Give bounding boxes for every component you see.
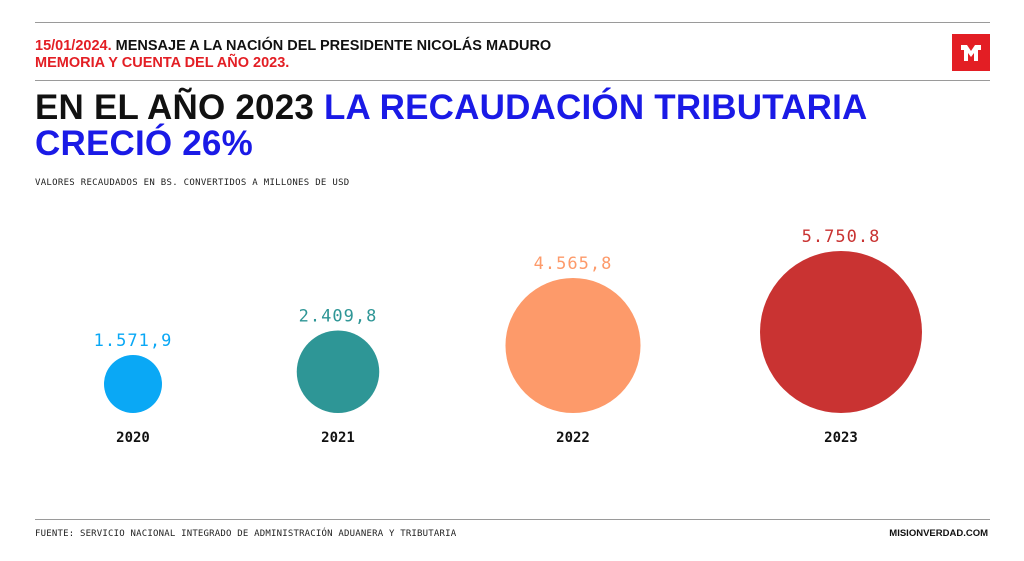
site-name: MISIONVERDAD.COM: [889, 528, 988, 539]
mision-verdad-logo-icon: [952, 34, 990, 71]
value-label-2023: 5.750.8: [802, 227, 881, 247]
chart-subtitle: VALORES RECAUDADOS EN BS. CONVERTIDOS A …: [35, 178, 350, 188]
bubble-2023: [760, 251, 922, 413]
category-label-2022: 2022: [556, 430, 590, 446]
top-rule: [35, 22, 990, 23]
value-label-2021: 2.409,8: [299, 307, 378, 327]
value-label-2020: 1.571,9: [94, 331, 173, 351]
header-line-1: 15/01/2024. MENSAJE A LA NACIÓN DEL PRES…: [35, 38, 551, 54]
header-date: 15/01/2024.: [35, 38, 112, 54]
page-title: EN EL AÑO 2023 LA RECAUDACIÓN TRIBUTARIA…: [35, 90, 985, 162]
source-note: FUENTE: SERVICIO NACIONAL INTEGRADO DE A…: [35, 529, 457, 539]
category-label-2020: 2020: [116, 430, 150, 446]
header-line-2: MEMORIA Y CUENTA DEL AÑO 2023.: [35, 55, 290, 71]
bubble-2020: [104, 355, 162, 413]
category-label-2023: 2023: [824, 430, 858, 446]
bubble-2022: [505, 277, 641, 413]
title-black-part: EN EL AÑO 2023: [35, 88, 324, 127]
header-divider: [35, 80, 990, 81]
value-label-2022: 4.565,8: [534, 254, 613, 274]
bubble-2021: [296, 330, 380, 413]
category-label-2021: 2021: [321, 430, 355, 446]
footer-divider: [35, 519, 990, 520]
header-message: MENSAJE A LA NACIÓN DEL PRESIDENTE NICOL…: [111, 38, 552, 54]
title-blue-part: LA RECAUDACIÓN TRIBUTARIA CRECIÓ 26%: [35, 88, 867, 163]
